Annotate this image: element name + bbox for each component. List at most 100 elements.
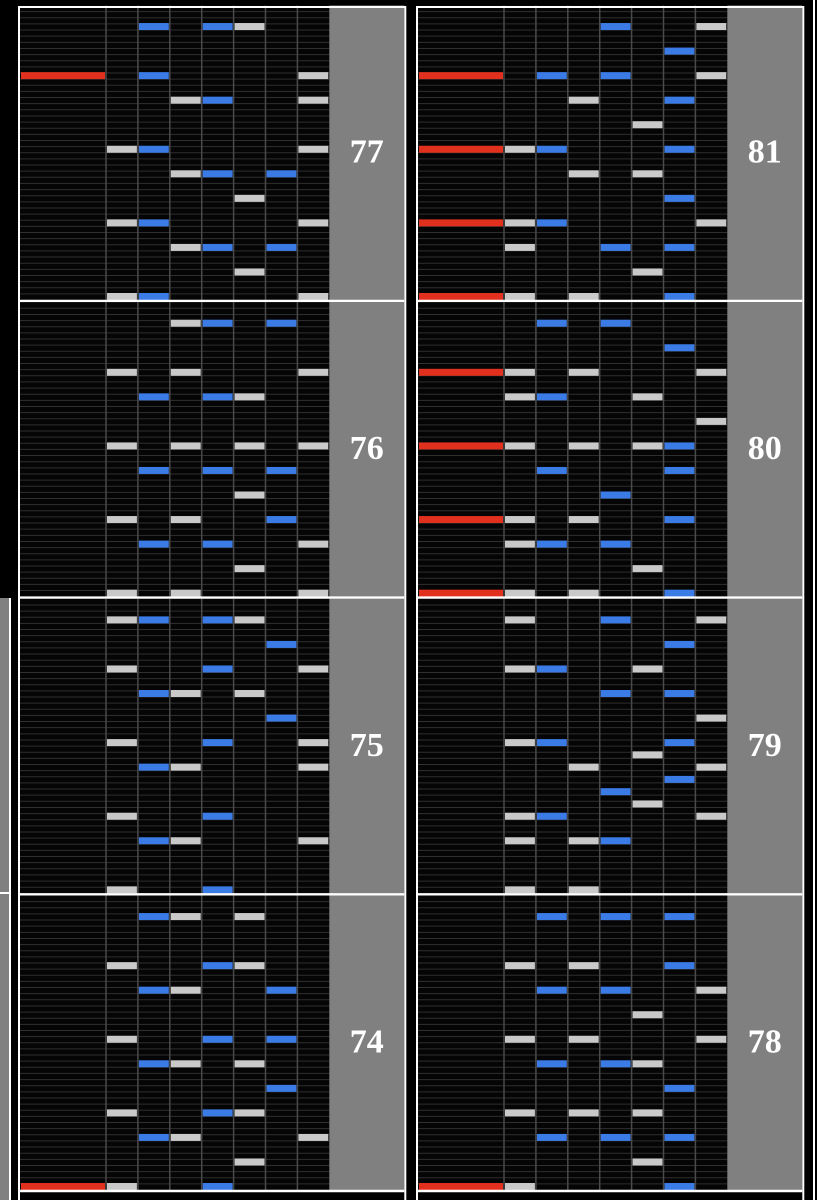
key-note — [536, 1133, 567, 1141]
scratch-note — [419, 589, 503, 597]
measure-number: 75 — [350, 727, 384, 764]
key-note — [632, 665, 663, 673]
key-note — [505, 739, 535, 747]
scratch-note — [419, 293, 503, 300]
key-note — [632, 442, 663, 450]
key-note — [298, 145, 329, 153]
key-note — [107, 1109, 137, 1117]
measure-panel — [727, 5, 803, 300]
scratch-note — [419, 442, 503, 450]
key-note — [568, 293, 599, 300]
key-note — [298, 442, 329, 450]
key-note — [600, 491, 631, 499]
key-note — [107, 812, 137, 820]
key-note — [138, 913, 169, 921]
key-note — [298, 665, 329, 673]
key-note — [664, 344, 695, 352]
key-note — [202, 319, 233, 327]
key-note — [505, 1183, 535, 1191]
key-note — [202, 812, 233, 820]
key-note — [138, 837, 169, 845]
scratch-note — [419, 1183, 503, 1191]
key-note — [536, 812, 567, 820]
key-note — [536, 393, 567, 401]
key-note — [696, 219, 727, 227]
key-note — [600, 23, 631, 31]
column-frame — [416, 6, 805, 1200]
scratch-note — [419, 145, 503, 153]
measure-panel — [329, 895, 405, 1191]
key-note — [664, 243, 695, 251]
key-note — [632, 121, 663, 129]
key-note — [170, 986, 201, 994]
key-note — [536, 540, 567, 548]
key-note — [170, 1133, 201, 1141]
key-note — [505, 293, 535, 300]
key-note — [202, 962, 233, 970]
key-note — [600, 690, 631, 698]
key-note — [505, 516, 535, 524]
key-note — [170, 96, 201, 104]
key-note — [266, 516, 297, 524]
key-note — [107, 616, 137, 624]
key-note — [632, 1109, 663, 1117]
key-note — [202, 886, 233, 894]
measure-number: 79 — [748, 727, 782, 764]
key-note — [266, 466, 297, 474]
key-note — [536, 219, 567, 227]
key-note — [107, 886, 137, 894]
measure: 80 — [418, 302, 803, 599]
key-note — [536, 913, 567, 921]
key-note — [170, 170, 201, 178]
key-note — [234, 491, 265, 499]
key-note — [664, 913, 695, 921]
key-note — [664, 47, 695, 55]
key-note — [664, 640, 695, 648]
key-note — [696, 1035, 727, 1043]
key-note — [536, 739, 567, 747]
key-note — [600, 913, 631, 921]
key-note — [234, 1158, 265, 1166]
key-note — [600, 837, 631, 845]
key-note — [234, 194, 265, 202]
key-note — [696, 714, 727, 722]
key-note — [266, 243, 297, 251]
key-note — [234, 690, 265, 698]
measure: 79 — [418, 598, 803, 896]
key-note — [664, 466, 695, 474]
key-note — [170, 837, 201, 845]
key-note — [536, 1060, 567, 1068]
key-note — [266, 1084, 297, 1092]
key-note — [505, 145, 535, 153]
key-note — [568, 442, 599, 450]
key-note — [632, 1060, 663, 1068]
key-note — [298, 540, 329, 548]
key-note — [568, 962, 599, 970]
key-note — [505, 589, 535, 597]
key-note — [664, 690, 695, 698]
key-note — [568, 170, 599, 178]
measure-number: 78 — [748, 1024, 782, 1061]
key-note — [505, 1035, 535, 1043]
key-note — [298, 96, 329, 104]
key-note — [696, 986, 727, 994]
key-note — [664, 589, 695, 597]
key-note — [234, 268, 265, 276]
key-note — [632, 268, 663, 276]
key-note — [170, 690, 201, 698]
key-note — [234, 1060, 265, 1068]
key-note — [138, 616, 169, 624]
key-note — [632, 800, 663, 808]
key-note — [600, 986, 631, 994]
key-note — [696, 763, 727, 771]
key-note — [632, 565, 663, 573]
key-note — [505, 837, 535, 845]
measure-number: 80 — [748, 430, 782, 467]
key-note — [202, 1183, 233, 1191]
key-note — [266, 714, 297, 722]
measure: 75 — [20, 598, 405, 896]
key-note — [202, 96, 233, 104]
measure-panel — [329, 5, 405, 300]
key-note — [266, 640, 297, 648]
